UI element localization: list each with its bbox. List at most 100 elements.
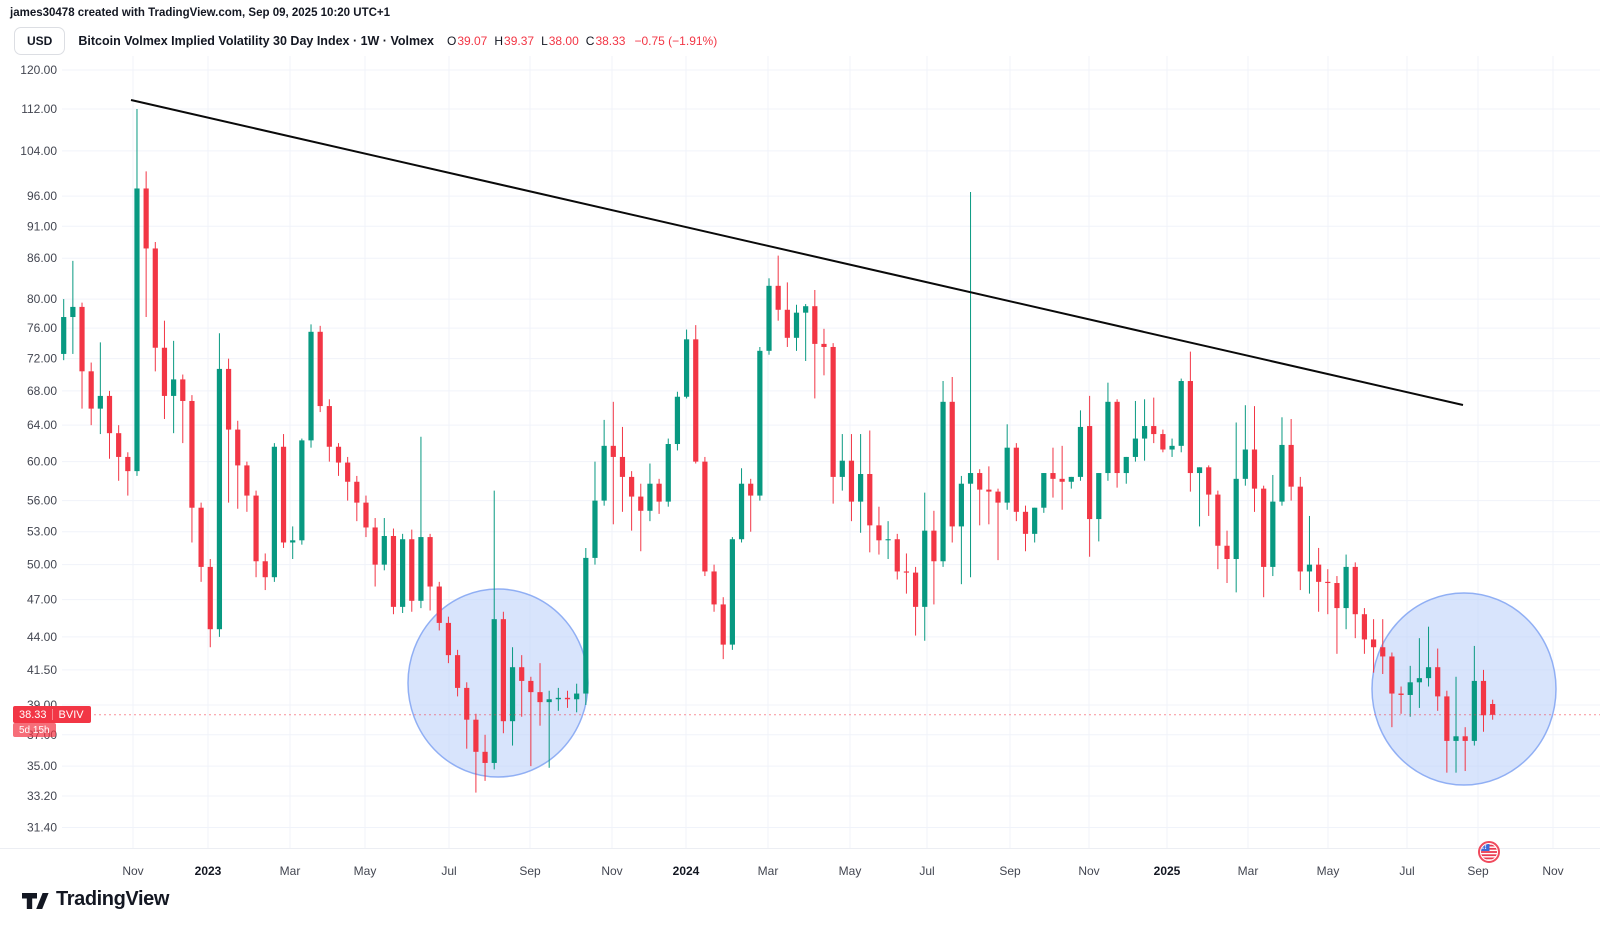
candle bbox=[216, 333, 223, 637]
candle-body bbox=[152, 248, 158, 348]
candle-body bbox=[262, 561, 268, 578]
candle bbox=[683, 329, 690, 399]
time-tick-label: Sep bbox=[999, 864, 1021, 878]
highlight-ellipse[interactable] bbox=[1371, 592, 1557, 786]
us-flag-event-icon[interactable] bbox=[1478, 841, 1500, 863]
candle-body bbox=[418, 537, 424, 601]
candle-body bbox=[1270, 501, 1276, 567]
candle-body bbox=[1160, 434, 1166, 450]
candle bbox=[345, 456, 351, 501]
candle bbox=[931, 510, 937, 605]
candle-body bbox=[79, 306, 85, 372]
candle bbox=[1123, 456, 1129, 484]
candle bbox=[473, 713, 479, 793]
candle-body bbox=[848, 460, 855, 502]
candle-body bbox=[1215, 494, 1221, 546]
ticker-label: BVIV bbox=[58, 708, 84, 721]
candle-body bbox=[280, 446, 287, 543]
currency-button[interactable]: USD bbox=[14, 27, 66, 55]
candle bbox=[464, 682, 470, 749]
candle-body bbox=[1471, 680, 1477, 741]
candle bbox=[1022, 505, 1029, 552]
candle-body bbox=[711, 571, 717, 605]
flag-star bbox=[1484, 845, 1487, 847]
low-label: L bbox=[541, 34, 548, 48]
candle bbox=[564, 690, 571, 708]
candle bbox=[748, 478, 754, 532]
candle bbox=[977, 469, 983, 526]
candle-body bbox=[299, 440, 305, 541]
candle-body bbox=[693, 339, 699, 462]
candle bbox=[1270, 474, 1276, 577]
candle-body bbox=[995, 491, 1001, 503]
candle-body bbox=[683, 339, 690, 397]
price-tick-label: 72.00 bbox=[27, 352, 57, 366]
candle bbox=[1132, 400, 1139, 462]
candle-body bbox=[638, 496, 644, 511]
candle bbox=[1380, 619, 1386, 675]
trendline-drawing[interactable] bbox=[130, 99, 1464, 406]
candle bbox=[720, 597, 726, 660]
candle bbox=[665, 438, 671, 507]
price-tick-label: 91.00 bbox=[27, 219, 57, 233]
candle-body bbox=[1087, 426, 1093, 520]
candle-body bbox=[839, 460, 845, 477]
candle-body bbox=[143, 188, 149, 249]
candle-body bbox=[1041, 473, 1047, 508]
candle bbox=[638, 483, 644, 552]
candle-body bbox=[1123, 456, 1129, 474]
candle-body bbox=[161, 347, 168, 396]
candle-body bbox=[931, 530, 937, 562]
tradingview-logo[interactable]: TradingView bbox=[22, 888, 169, 911]
candle-body bbox=[1398, 693, 1404, 695]
time-tick-label: Nov bbox=[601, 864, 622, 878]
candle-body bbox=[555, 697, 561, 700]
highlight-ellipse[interactable] bbox=[407, 588, 589, 778]
candle bbox=[922, 492, 928, 641]
candle bbox=[903, 553, 910, 594]
candle bbox=[647, 463, 653, 522]
candle bbox=[574, 683, 580, 713]
candle-body bbox=[1480, 680, 1487, 716]
candle-body bbox=[1251, 449, 1258, 489]
price-tick-label: 68.00 bbox=[27, 384, 57, 398]
candle-body bbox=[922, 530, 928, 607]
candle bbox=[1480, 669, 1487, 732]
candle-body bbox=[903, 571, 910, 573]
candle-body bbox=[500, 619, 506, 722]
candle bbox=[299, 438, 305, 545]
candle bbox=[949, 376, 955, 543]
candle-body bbox=[134, 188, 140, 472]
time-tick-label: May bbox=[1317, 864, 1340, 878]
candle bbox=[225, 358, 232, 503]
time-tick-label: 2024 bbox=[673, 864, 700, 878]
time-tick-label: May bbox=[839, 864, 862, 878]
candle bbox=[858, 434, 864, 533]
symbol-title[interactable]: Bitcoin Volmex Implied Volatility 30 Day… bbox=[78, 34, 434, 48]
candle-body bbox=[125, 456, 131, 472]
candle bbox=[106, 390, 113, 459]
ohlc-values: O 39.07 H 39.37 L 38.00 C 38.33 −0.75 (−1.91… bbox=[447, 34, 717, 48]
candle-body bbox=[1114, 401, 1120, 474]
candle-body bbox=[482, 751, 488, 763]
candle bbox=[1178, 378, 1184, 453]
candle bbox=[546, 690, 552, 768]
candle-body bbox=[1279, 444, 1285, 502]
price-tick-label: 50.00 bbox=[27, 558, 57, 572]
candle-body bbox=[354, 481, 360, 503]
candle bbox=[867, 430, 873, 553]
candle-body bbox=[1380, 647, 1386, 657]
candle-body bbox=[88, 371, 94, 409]
candle bbox=[97, 342, 103, 435]
candle bbox=[793, 304, 800, 351]
candle-body bbox=[1196, 467, 1203, 474]
open-label: O bbox=[446, 34, 457, 48]
candle bbox=[693, 325, 699, 464]
candle-body bbox=[940, 401, 946, 562]
candle-body bbox=[400, 539, 406, 607]
candle bbox=[1059, 445, 1065, 510]
price-tick-label: 53.00 bbox=[27, 525, 57, 539]
candle bbox=[354, 475, 360, 522]
candle bbox=[958, 475, 964, 585]
